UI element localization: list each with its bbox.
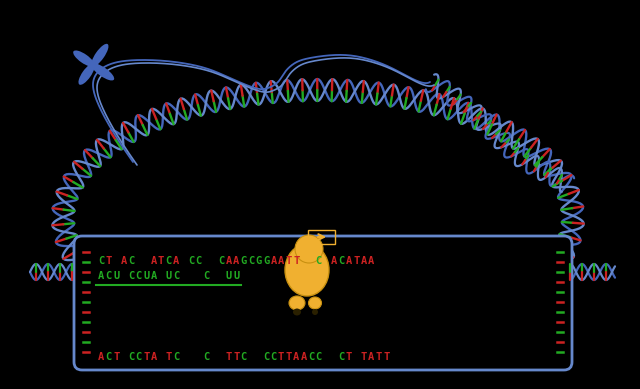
Ellipse shape <box>73 51 95 67</box>
Text: T: T <box>353 256 359 266</box>
Text: A: A <box>150 352 157 362</box>
Text: T: T <box>158 256 164 266</box>
Text: C: C <box>308 352 314 362</box>
Text: C: C <box>136 352 141 362</box>
Text: C: C <box>106 271 112 281</box>
Text: C: C <box>203 352 209 362</box>
Text: U: U <box>166 271 172 281</box>
Ellipse shape <box>92 63 114 81</box>
Text: U: U <box>233 271 239 281</box>
Ellipse shape <box>293 308 301 315</box>
Text: U: U <box>113 271 119 281</box>
Ellipse shape <box>88 61 98 69</box>
Text: T: T <box>143 352 149 362</box>
Text: A: A <box>98 271 104 281</box>
Text: A: A <box>278 256 284 266</box>
Text: G: G <box>263 256 269 266</box>
Text: T: T <box>166 352 172 362</box>
Text: C: C <box>195 256 202 266</box>
Text: T: T <box>376 352 381 362</box>
Text: C: C <box>271 352 276 362</box>
Text: C: C <box>106 352 112 362</box>
Text: T: T <box>113 352 119 362</box>
Text: A: A <box>271 256 276 266</box>
Text: T: T <box>225 352 232 362</box>
Text: C: C <box>128 256 134 266</box>
Text: T: T <box>360 352 367 362</box>
Text: G: G <box>241 256 247 266</box>
Text: C: C <box>316 352 322 362</box>
Text: C: C <box>338 352 344 362</box>
Text: A: A <box>368 256 374 266</box>
Text: C: C <box>203 271 209 281</box>
Text: A: A <box>150 256 157 266</box>
Text: T: T <box>346 352 352 362</box>
Text: A: A <box>225 256 232 266</box>
Text: T: T <box>278 352 284 362</box>
Text: A: A <box>368 352 374 362</box>
Text: C: C <box>128 271 134 281</box>
Text: C: C <box>136 271 141 281</box>
Text: C: C <box>188 256 195 266</box>
Ellipse shape <box>285 244 329 296</box>
Text: A: A <box>98 352 104 362</box>
Text: A: A <box>330 256 337 266</box>
Text: C: C <box>218 256 224 266</box>
Text: C: C <box>263 352 269 362</box>
Text: C: C <box>173 271 179 281</box>
Text: T: T <box>285 256 292 266</box>
Text: A: A <box>233 256 239 266</box>
Text: C: C <box>166 256 172 266</box>
Text: T: T <box>293 256 300 266</box>
Text: A: A <box>360 256 367 266</box>
Text: C: C <box>338 256 344 266</box>
Text: C: C <box>248 256 254 266</box>
Text: C: C <box>316 256 322 266</box>
Text: T: T <box>383 352 389 362</box>
Ellipse shape <box>92 44 108 67</box>
Text: T: T <box>285 352 292 362</box>
Text: A: A <box>293 352 300 362</box>
Text: G: G <box>255 256 262 266</box>
FancyBboxPatch shape <box>74 236 572 370</box>
Ellipse shape <box>79 63 95 85</box>
Text: A: A <box>301 352 307 362</box>
Ellipse shape <box>295 235 323 263</box>
Text: A: A <box>173 256 179 266</box>
Text: U: U <box>143 271 149 281</box>
Text: T: T <box>106 256 112 266</box>
Text: A: A <box>150 271 157 281</box>
Text: C: C <box>98 256 104 266</box>
Text: C: C <box>128 352 134 362</box>
Text: C: C <box>173 352 179 362</box>
Text: A: A <box>120 256 127 266</box>
Ellipse shape <box>312 309 318 315</box>
Text: A: A <box>346 256 352 266</box>
Text: U: U <box>225 271 232 281</box>
Text: C: C <box>241 352 247 362</box>
Text: T: T <box>233 352 239 362</box>
Ellipse shape <box>289 296 305 310</box>
Ellipse shape <box>308 297 321 309</box>
